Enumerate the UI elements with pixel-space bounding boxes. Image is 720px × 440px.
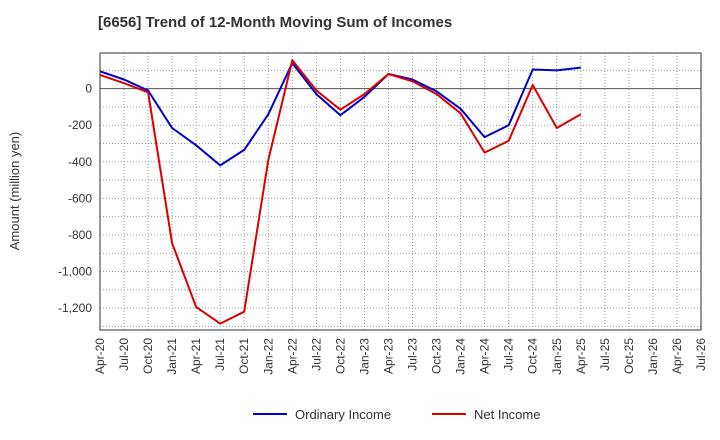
y-axis-label: Amount (million yen) (7, 132, 22, 251)
y-tick-label: -400 (68, 155, 92, 169)
x-tick-label: Oct-25 (622, 338, 636, 374)
y-tick-labels: 0 -200 -400 -600 -800 -1,000 -1,200 (58, 82, 92, 315)
x-tick-label: Jul-25 (598, 338, 612, 371)
x-tick-label: Oct-21 (237, 338, 251, 374)
x-tick-label: Oct-24 (526, 338, 540, 374)
y-tick-label: 0 (85, 82, 92, 96)
x-tick-label: Oct-23 (430, 338, 444, 374)
series-lines (99, 59, 582, 325)
x-tick-label: Jul-24 (502, 338, 516, 371)
x-tick-label: Apr-24 (478, 338, 492, 374)
x-tick-label: Jul-23 (406, 338, 420, 371)
x-tick-label: Jan-24 (454, 338, 468, 375)
x-tick-label: Jul-21 (213, 338, 227, 371)
chart-title: [6656] Trend of 12-Month Moving Sum of I… (98, 14, 453, 31)
y-tick-label: -1,000 (58, 264, 92, 278)
series-line-net-income (99, 59, 582, 325)
legend-label-net-income: Net Income (474, 407, 540, 422)
y-tick-label: -200 (68, 118, 92, 132)
y-tick-label: -800 (68, 228, 92, 242)
x-tick-label: Jan-23 (357, 338, 371, 375)
x-tick-label: Apr-26 (670, 338, 684, 374)
grid-lines (100, 53, 701, 330)
x-tick-labels: Apr-20 Jul-20 Oct-20 Jan-21 Apr-21 Jul-21 Oct-… (93, 338, 708, 375)
x-tick-label: Oct-22 (333, 338, 347, 374)
x-tick-label: Apr-20 (93, 338, 107, 374)
x-tick-label: Jan-21 (165, 338, 179, 375)
plot-frame (99, 52, 702, 331)
legend: Ordinary Income Net Income (253, 407, 540, 422)
y-tick-label: -600 (68, 191, 92, 205)
x-tick-label: Apr-21 (189, 338, 203, 374)
y-tick-label: -1,200 (58, 301, 92, 315)
x-tick-label: Jan-26 (646, 338, 660, 375)
x-tick-label: Apr-22 (285, 338, 299, 374)
x-tick-label: Jan-25 (550, 338, 564, 375)
x-tick-label: Jul-22 (309, 338, 323, 371)
series-line-ordinary-income (99, 62, 581, 167)
x-tick-label: Jul-26 (694, 338, 708, 371)
legend-label-ordinary-income: Ordinary Income (295, 407, 391, 422)
x-tick-label: Jan-22 (261, 338, 275, 375)
x-tick-label: Apr-25 (574, 338, 588, 374)
x-tick-label: Oct-20 (141, 338, 155, 374)
x-tick-label: Apr-23 (381, 338, 395, 374)
x-tick-label: Jul-20 (117, 338, 131, 371)
